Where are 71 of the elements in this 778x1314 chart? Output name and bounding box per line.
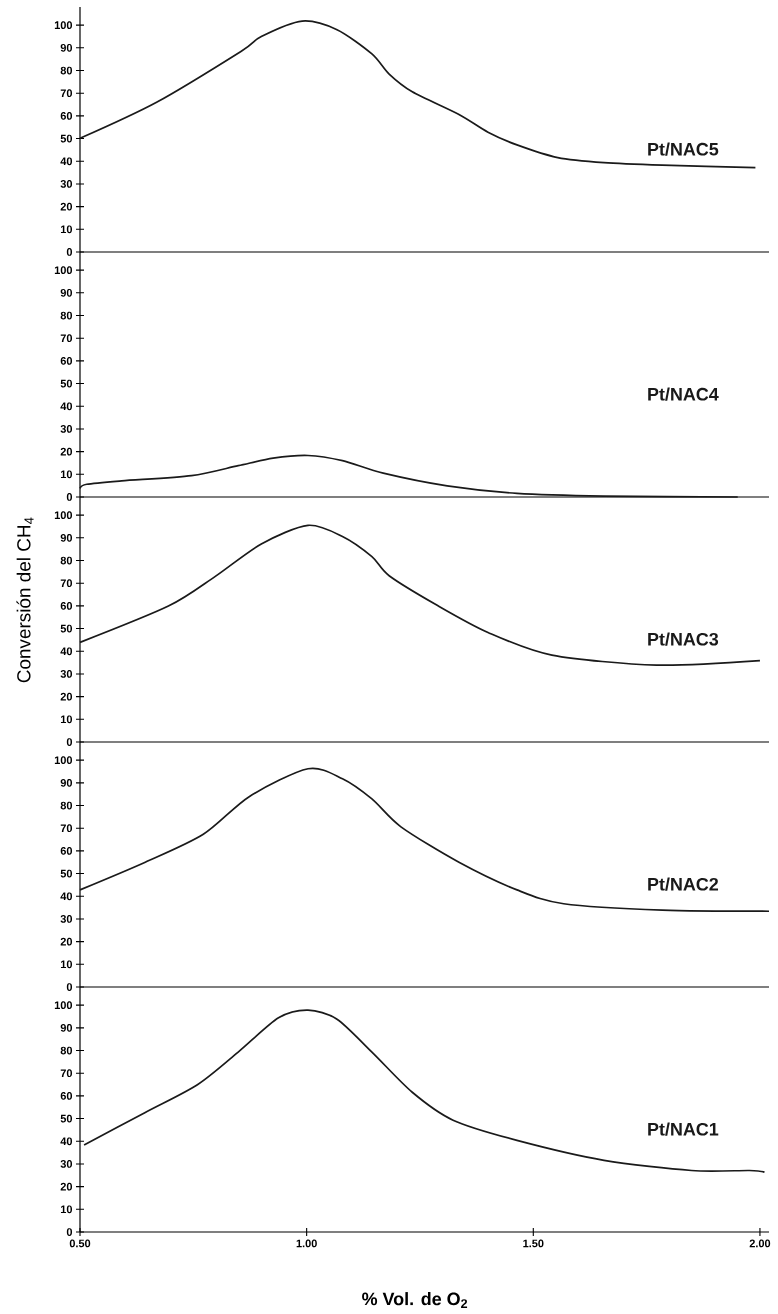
y-tick-label: 100 <box>54 21 73 30</box>
y-tick-label: 10 <box>60 1205 73 1214</box>
series-label: Pt/NAC1 <box>648 1122 719 1136</box>
y-tick-label: 30 <box>60 915 73 923</box>
y-tick-label: 40 <box>60 892 73 901</box>
y-tick-label: 20 <box>60 202 73 211</box>
y-tick-label: 20 <box>60 937 73 946</box>
y-tick-label: 60 <box>60 847 73 855</box>
y-tick-label: 70 <box>60 89 73 98</box>
y-tick-label: 20 <box>60 692 73 701</box>
line-series <box>79 767 770 913</box>
y-tick-label: 90 <box>60 778 73 787</box>
y-tick-label: 10 <box>60 715 73 724</box>
y-tick-label: 10 <box>60 225 73 234</box>
y-tick-label: 100 <box>54 756 73 765</box>
y-tick-label: 100 <box>54 1001 73 1010</box>
y-tick-label: 0 <box>66 493 73 501</box>
y-tick-label: 70 <box>60 824 73 833</box>
y-tick-label: 10 <box>60 470 73 479</box>
y-tick-label: 40 <box>60 1137 73 1146</box>
y-tick-label: 50 <box>60 869 73 878</box>
series-label: Pt/NAC3 <box>648 632 719 646</box>
x-tick-label: 1.50 <box>523 1239 544 1248</box>
y-tick-label: 0 <box>66 983 73 991</box>
y-tick-label: 100 <box>54 511 73 520</box>
y-tick-label: 80 <box>60 311 73 320</box>
y-tick-label: 30 <box>60 180 73 188</box>
y-tick-label: 70 <box>60 334 73 343</box>
y-tick-label: 50 <box>60 624 73 633</box>
y-tick-label: 40 <box>60 402 73 411</box>
y-tick-label: 20 <box>60 447 73 456</box>
y-tick-label: 90 <box>60 288 73 297</box>
y-tick-label: 50 <box>60 1114 73 1123</box>
y-tick-label: 80 <box>60 66 73 75</box>
y-tick-label: 80 <box>60 1046 73 1055</box>
line-series <box>83 1009 766 1173</box>
y-tick-label: 0 <box>66 1228 73 1236</box>
y-tick-label: 50 <box>60 379 73 388</box>
y-tick-label: 100 <box>54 266 73 275</box>
y-tick-label: 90 <box>60 1023 73 1032</box>
x-tick-label: 0.50 <box>69 1239 91 1248</box>
y-axis-title: Conversión del CH$_{4}$ <box>16 517 34 683</box>
y-tick-label: 40 <box>60 157 73 166</box>
text: Pt/NAC4 <box>648 387 719 401</box>
series-label: Pt/NAC2 <box>648 877 719 891</box>
x-tick-label: 1.00 <box>296 1239 317 1248</box>
y-tick-label: 0 <box>66 248 73 256</box>
y-tick-label: 20 <box>60 1182 73 1191</box>
y-tick-label: 30 <box>60 1160 73 1168</box>
y-tick-label: 50 <box>60 134 73 143</box>
series-label: Pt/NAC5 <box>648 142 719 156</box>
y-tick-label: 0 <box>66 738 73 746</box>
x-tick-label: 2.00 <box>749 1239 771 1248</box>
y-tick-label: 40 <box>60 647 73 656</box>
line-series <box>79 20 757 169</box>
line-series <box>79 454 739 498</box>
y-tick-label: 10 <box>60 960 73 969</box>
x-axis-title: % Vol. de O$_{2}$ <box>362 1292 468 1308</box>
y-tick-label: 90 <box>60 533 73 542</box>
y-tick-label: 60 <box>60 357 73 365</box>
y-tick-label: 70 <box>60 579 73 588</box>
y-tick-label: 30 <box>60 670 73 678</box>
line-series <box>79 524 761 666</box>
y-tick-label: 80 <box>60 556 73 565</box>
y-tick-label: 60 <box>60 112 73 120</box>
y-tick-label: 60 <box>60 1092 73 1100</box>
y-tick-label: 60 <box>60 602 73 610</box>
y-tick-label: 70 <box>60 1069 73 1078</box>
y-tick-label: 90 <box>60 43 73 52</box>
y-tick-label: 30 <box>60 425 73 433</box>
y-tick-label: 80 <box>60 801 73 810</box>
